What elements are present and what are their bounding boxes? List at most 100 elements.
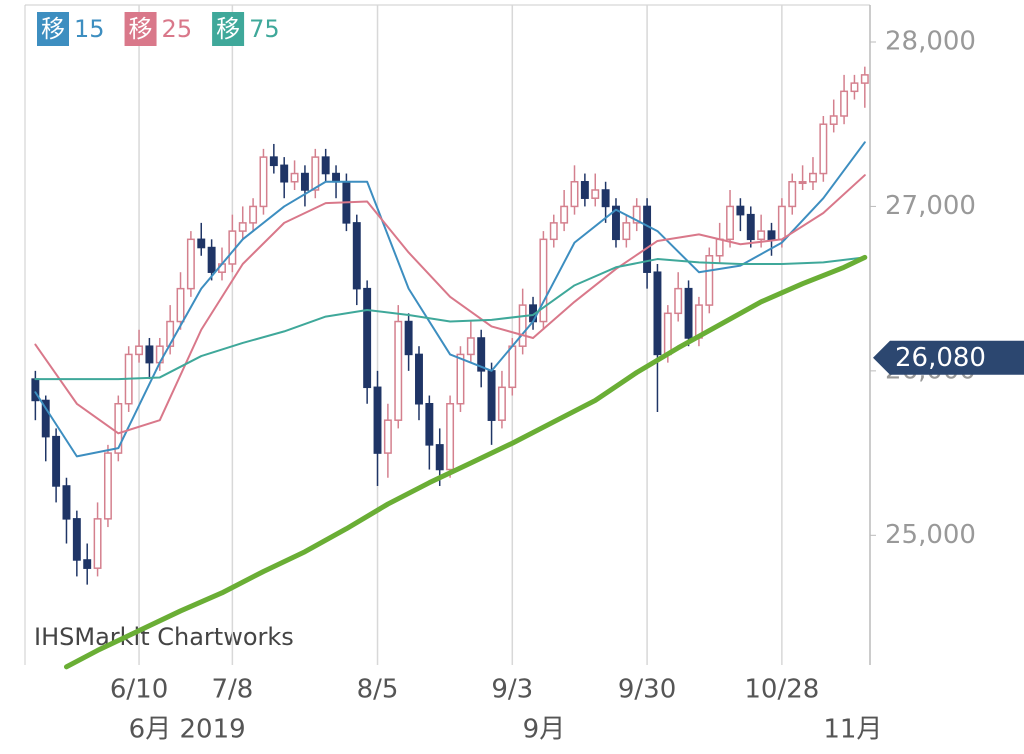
candle-body <box>352 222 361 290</box>
candle-body <box>663 312 672 356</box>
candle-body <box>612 205 620 241</box>
candle-body <box>41 399 50 438</box>
candle-body <box>466 337 475 356</box>
candle-body <box>809 172 817 183</box>
candle-body <box>166 320 175 347</box>
candle-body <box>311 156 320 191</box>
moving-average-line <box>34 256 866 381</box>
candle-body <box>601 189 610 208</box>
candle-body <box>819 123 828 175</box>
candle-body <box>860 74 869 84</box>
candle-body <box>622 222 631 241</box>
candle-body <box>186 238 195 290</box>
candle-body <box>435 444 444 471</box>
candle-body <box>767 230 776 241</box>
legend-prefix: 移 <box>216 15 240 43</box>
candle-body <box>653 271 662 356</box>
month-label: 9月 <box>523 715 566 745</box>
candle-body <box>259 156 268 208</box>
candle-body <box>591 189 600 199</box>
candle-body <box>249 205 258 224</box>
candle-body <box>736 205 745 216</box>
candle-body <box>477 337 486 372</box>
price-tag-label: 26,080 <box>895 343 986 373</box>
candle-body <box>777 205 786 241</box>
candle-body <box>840 90 849 117</box>
month-label: 6月 2019 <box>129 715 246 745</box>
candle-body <box>280 164 289 183</box>
candle-body <box>726 205 734 241</box>
candle-body <box>114 403 123 454</box>
candle-body <box>415 353 423 405</box>
candle-body <box>798 181 807 185</box>
candle-body <box>383 419 392 454</box>
candle-body <box>518 304 527 347</box>
candle-body <box>93 518 102 569</box>
x-tick-label: 9/3 <box>491 675 533 705</box>
y-tick-label: 28,000 <box>885 26 976 56</box>
candle-body <box>456 353 465 405</box>
legend-swatch <box>212 12 245 46</box>
x-tick-label: 6/10 <box>110 675 168 705</box>
candle-body <box>705 255 714 306</box>
y-tick-label: 27,000 <box>885 191 976 221</box>
candle-body <box>508 345 517 389</box>
candle-body <box>363 287 372 389</box>
candle-body <box>715 238 724 257</box>
candle-body <box>560 205 569 224</box>
legend-label: 75 <box>249 15 280 43</box>
candle-body <box>373 386 382 454</box>
price-tag <box>873 340 1024 375</box>
candle-body <box>850 82 859 93</box>
candle-body <box>487 370 496 421</box>
candle-body <box>394 320 403 421</box>
candle-body <box>269 156 278 167</box>
candle-body <box>539 238 548 323</box>
candle-body <box>135 345 144 356</box>
candle-body <box>332 172 341 183</box>
candle-body <box>290 172 299 183</box>
month-label: 11月 <box>823 715 882 745</box>
candle-body <box>684 287 693 339</box>
moving-average-line <box>34 141 866 458</box>
legend-prefix: 移 <box>41 15 65 43</box>
candle-body <box>674 287 683 315</box>
candle-body <box>757 230 766 241</box>
candle-body <box>207 246 216 273</box>
legend-label: 15 <box>74 15 105 43</box>
candle-body <box>300 172 309 191</box>
x-tick-label: 8/5 <box>357 675 399 705</box>
candle-body <box>643 205 652 273</box>
long-term-average-line <box>63 254 868 670</box>
x-tick-label: 10/28 <box>744 675 819 705</box>
candle-body <box>83 559 92 569</box>
candle-body <box>632 205 641 224</box>
candle-body <box>197 238 206 249</box>
candle-body <box>746 213 755 241</box>
legend-swatch <box>124 12 157 46</box>
candle-body <box>321 156 330 175</box>
candle-body <box>238 222 247 232</box>
candle-body <box>580 181 589 199</box>
x-tick-label: 7/8 <box>211 675 253 705</box>
candle-body <box>404 320 413 356</box>
candle-body <box>497 386 506 421</box>
legend-swatch <box>37 12 69 46</box>
candle-body <box>829 115 838 125</box>
candle-body <box>425 403 434 446</box>
candle-body <box>570 181 579 208</box>
candle-body <box>446 403 455 471</box>
legend-prefix: 移 <box>129 15 153 43</box>
candle-body <box>145 345 154 364</box>
legend-label: 25 <box>162 15 193 43</box>
y-tick-label: 25,000 <box>885 520 976 550</box>
x-tick-label: 9/30 <box>618 675 676 705</box>
watermark: IHSMarkit Chartworks <box>34 623 294 651</box>
candle-body <box>72 518 81 561</box>
candle-body <box>176 287 185 323</box>
candle-body <box>788 181 797 208</box>
candle-body <box>549 222 558 241</box>
candle-body <box>52 435 61 487</box>
candle-body <box>62 485 71 520</box>
